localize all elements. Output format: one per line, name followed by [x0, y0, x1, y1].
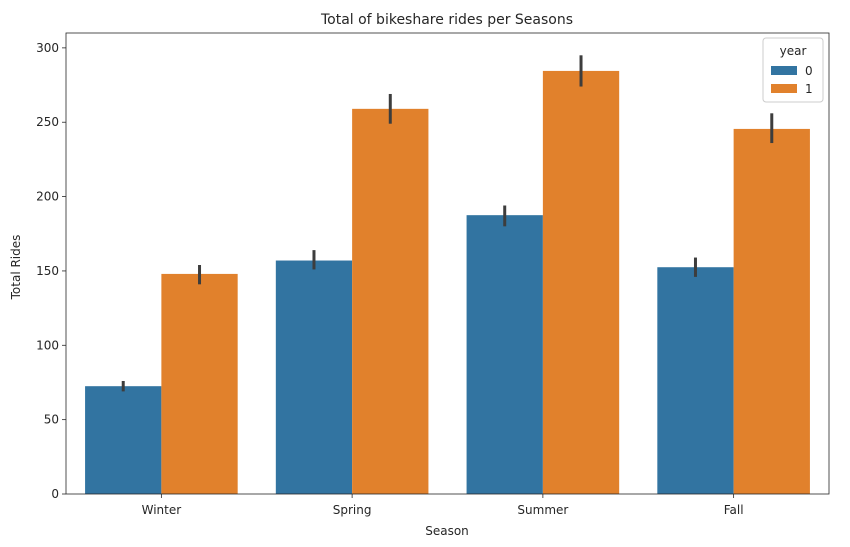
- legend-label-year-1: 1: [805, 82, 813, 96]
- legend-swatch-year-1: [771, 84, 797, 93]
- bar-spring-year-0: [275, 260, 353, 494]
- legend: year 0 1: [762, 37, 824, 103]
- legend-label-year-0: 0: [805, 64, 813, 78]
- bar-fall-year-1: [733, 128, 810, 495]
- y-tick-label: 200: [36, 190, 59, 204]
- plot-area: 0 50 100 150 200 250 300 Winter Spring Summer Fall: [36, 32, 830, 517]
- y-tick-label: 300: [36, 41, 59, 55]
- y-tick-label: 0: [51, 487, 59, 501]
- x-tick-label: Fall: [724, 503, 744, 517]
- legend-title: year: [780, 44, 807, 58]
- bar-winter-year-1: [161, 273, 238, 494]
- y-axis-label: Total Rides: [9, 235, 23, 301]
- bar-winter-year-0: [85, 386, 162, 494]
- bar-summer-year-0: [466, 215, 543, 494]
- y-tick-label: 250: [36, 115, 59, 129]
- axes-frame: [65, 32, 830, 495]
- chart-title: Total of bikeshare rides per Seasons: [320, 12, 573, 28]
- y-tick-label: 150: [36, 264, 59, 278]
- legend-swatch-year-0: [771, 66, 797, 75]
- y-tick-label: 100: [36, 338, 59, 352]
- x-tick-label: Spring: [333, 503, 372, 517]
- bar-spring-year-1: [352, 108, 429, 495]
- x-tick-label: Summer: [517, 503, 568, 517]
- x-tick-label: Winter: [142, 503, 182, 517]
- bar-fall-year-0: [657, 267, 734, 494]
- y-tick-label: 50: [44, 413, 59, 427]
- x-axis-label: Season: [425, 524, 469, 538]
- bar-summer-year-1: [542, 70, 620, 495]
